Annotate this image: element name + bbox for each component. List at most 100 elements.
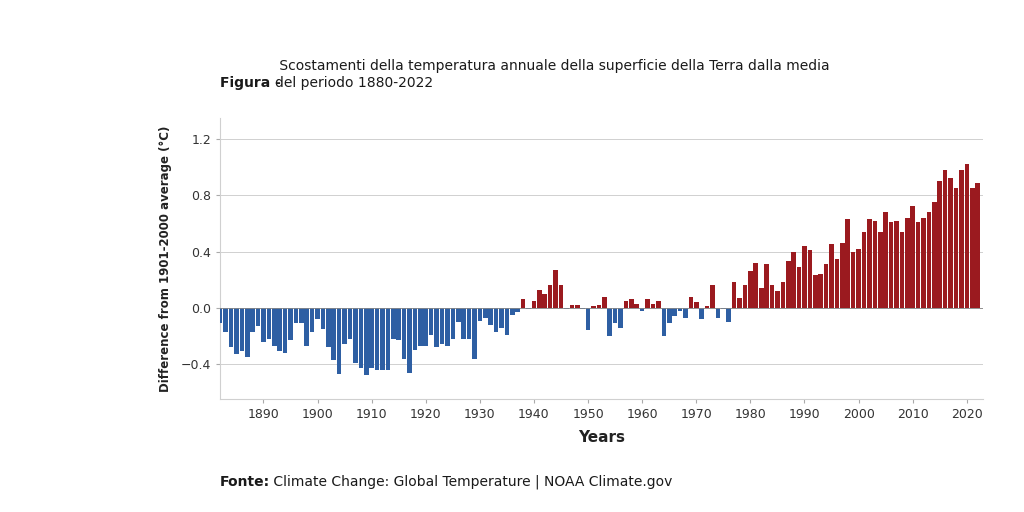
Bar bbox=[835, 259, 840, 308]
Bar bbox=[872, 221, 878, 308]
Text: Scostamenti della temperatura annuale della superficie della Terra dalla media
d: Scostamenti della temperatura annuale de… bbox=[275, 59, 830, 90]
Bar bbox=[662, 308, 667, 336]
Bar bbox=[650, 304, 655, 308]
Bar bbox=[732, 283, 736, 308]
Bar bbox=[526, 308, 530, 309]
Bar bbox=[581, 308, 585, 309]
Y-axis label: Difference from 1901-2000 average (°C): Difference from 1901-2000 average (°C) bbox=[160, 125, 172, 392]
Bar bbox=[531, 301, 537, 308]
Bar bbox=[586, 308, 591, 330]
Bar bbox=[824, 264, 828, 308]
Bar bbox=[867, 219, 871, 308]
Bar bbox=[975, 182, 980, 308]
Bar bbox=[505, 308, 509, 335]
Bar bbox=[380, 308, 385, 370]
Bar bbox=[396, 308, 401, 340]
Bar bbox=[640, 308, 644, 311]
Bar bbox=[959, 170, 964, 308]
Bar bbox=[694, 302, 698, 308]
Bar bbox=[711, 285, 715, 308]
Bar bbox=[315, 308, 319, 319]
Bar bbox=[543, 294, 547, 308]
Bar bbox=[922, 218, 926, 308]
Bar bbox=[829, 244, 834, 308]
Bar bbox=[597, 305, 601, 308]
Bar bbox=[884, 212, 888, 308]
Bar bbox=[261, 308, 266, 342]
Bar bbox=[813, 275, 817, 308]
Bar bbox=[775, 291, 779, 308]
Bar bbox=[462, 308, 466, 339]
Text: Fonte:: Fonte: bbox=[220, 475, 270, 489]
Bar bbox=[607, 308, 612, 336]
Bar bbox=[889, 222, 893, 308]
Bar bbox=[840, 243, 845, 308]
Bar bbox=[272, 308, 276, 346]
Bar bbox=[716, 308, 720, 317]
Bar bbox=[683, 308, 688, 317]
Bar bbox=[207, 308, 212, 330]
Bar bbox=[218, 308, 222, 324]
Bar bbox=[808, 250, 812, 308]
Bar bbox=[240, 308, 244, 351]
Bar bbox=[310, 308, 314, 332]
Bar bbox=[754, 263, 758, 308]
Bar bbox=[932, 202, 937, 308]
Bar bbox=[299, 308, 304, 324]
Bar bbox=[612, 308, 617, 324]
Bar bbox=[792, 251, 796, 308]
Bar bbox=[770, 285, 774, 308]
Bar bbox=[332, 308, 336, 360]
Bar bbox=[905, 218, 909, 308]
Bar bbox=[862, 232, 866, 308]
Bar bbox=[749, 271, 753, 308]
Bar bbox=[401, 308, 407, 358]
Bar bbox=[965, 164, 969, 308]
Bar bbox=[737, 298, 741, 308]
Bar bbox=[764, 264, 769, 308]
Bar bbox=[278, 308, 282, 351]
Bar bbox=[721, 308, 726, 309]
Bar bbox=[797, 267, 802, 308]
Bar bbox=[304, 308, 309, 346]
Bar bbox=[699, 308, 703, 319]
Bar bbox=[915, 222, 921, 308]
Bar bbox=[413, 308, 417, 350]
Bar bbox=[851, 251, 855, 308]
Bar bbox=[948, 178, 953, 308]
Bar bbox=[759, 288, 764, 308]
Bar bbox=[223, 308, 228, 332]
Bar bbox=[673, 308, 677, 316]
Bar bbox=[212, 308, 217, 319]
Bar bbox=[559, 285, 563, 308]
Bar bbox=[970, 188, 975, 308]
Bar bbox=[234, 308, 239, 354]
Bar bbox=[288, 308, 293, 340]
Bar bbox=[953, 188, 958, 308]
Bar bbox=[472, 308, 477, 358]
Bar bbox=[439, 308, 444, 345]
Bar bbox=[645, 300, 650, 308]
Bar bbox=[894, 221, 899, 308]
Bar bbox=[456, 308, 461, 322]
Bar bbox=[726, 308, 731, 322]
Bar bbox=[629, 300, 634, 308]
Bar bbox=[802, 246, 807, 308]
Bar bbox=[256, 308, 260, 326]
Bar bbox=[927, 212, 931, 308]
Bar bbox=[943, 170, 947, 308]
Bar bbox=[688, 296, 693, 308]
Bar bbox=[780, 283, 785, 308]
Bar bbox=[483, 308, 487, 317]
Bar bbox=[742, 285, 748, 308]
Bar bbox=[228, 308, 233, 347]
Bar bbox=[705, 306, 710, 308]
Bar bbox=[500, 308, 504, 328]
Bar bbox=[818, 274, 823, 308]
Bar bbox=[245, 308, 250, 357]
Bar bbox=[391, 308, 395, 339]
Bar bbox=[429, 308, 433, 335]
Bar bbox=[564, 308, 568, 309]
Text: Figura -: Figura - bbox=[220, 76, 281, 90]
Bar bbox=[418, 308, 423, 346]
